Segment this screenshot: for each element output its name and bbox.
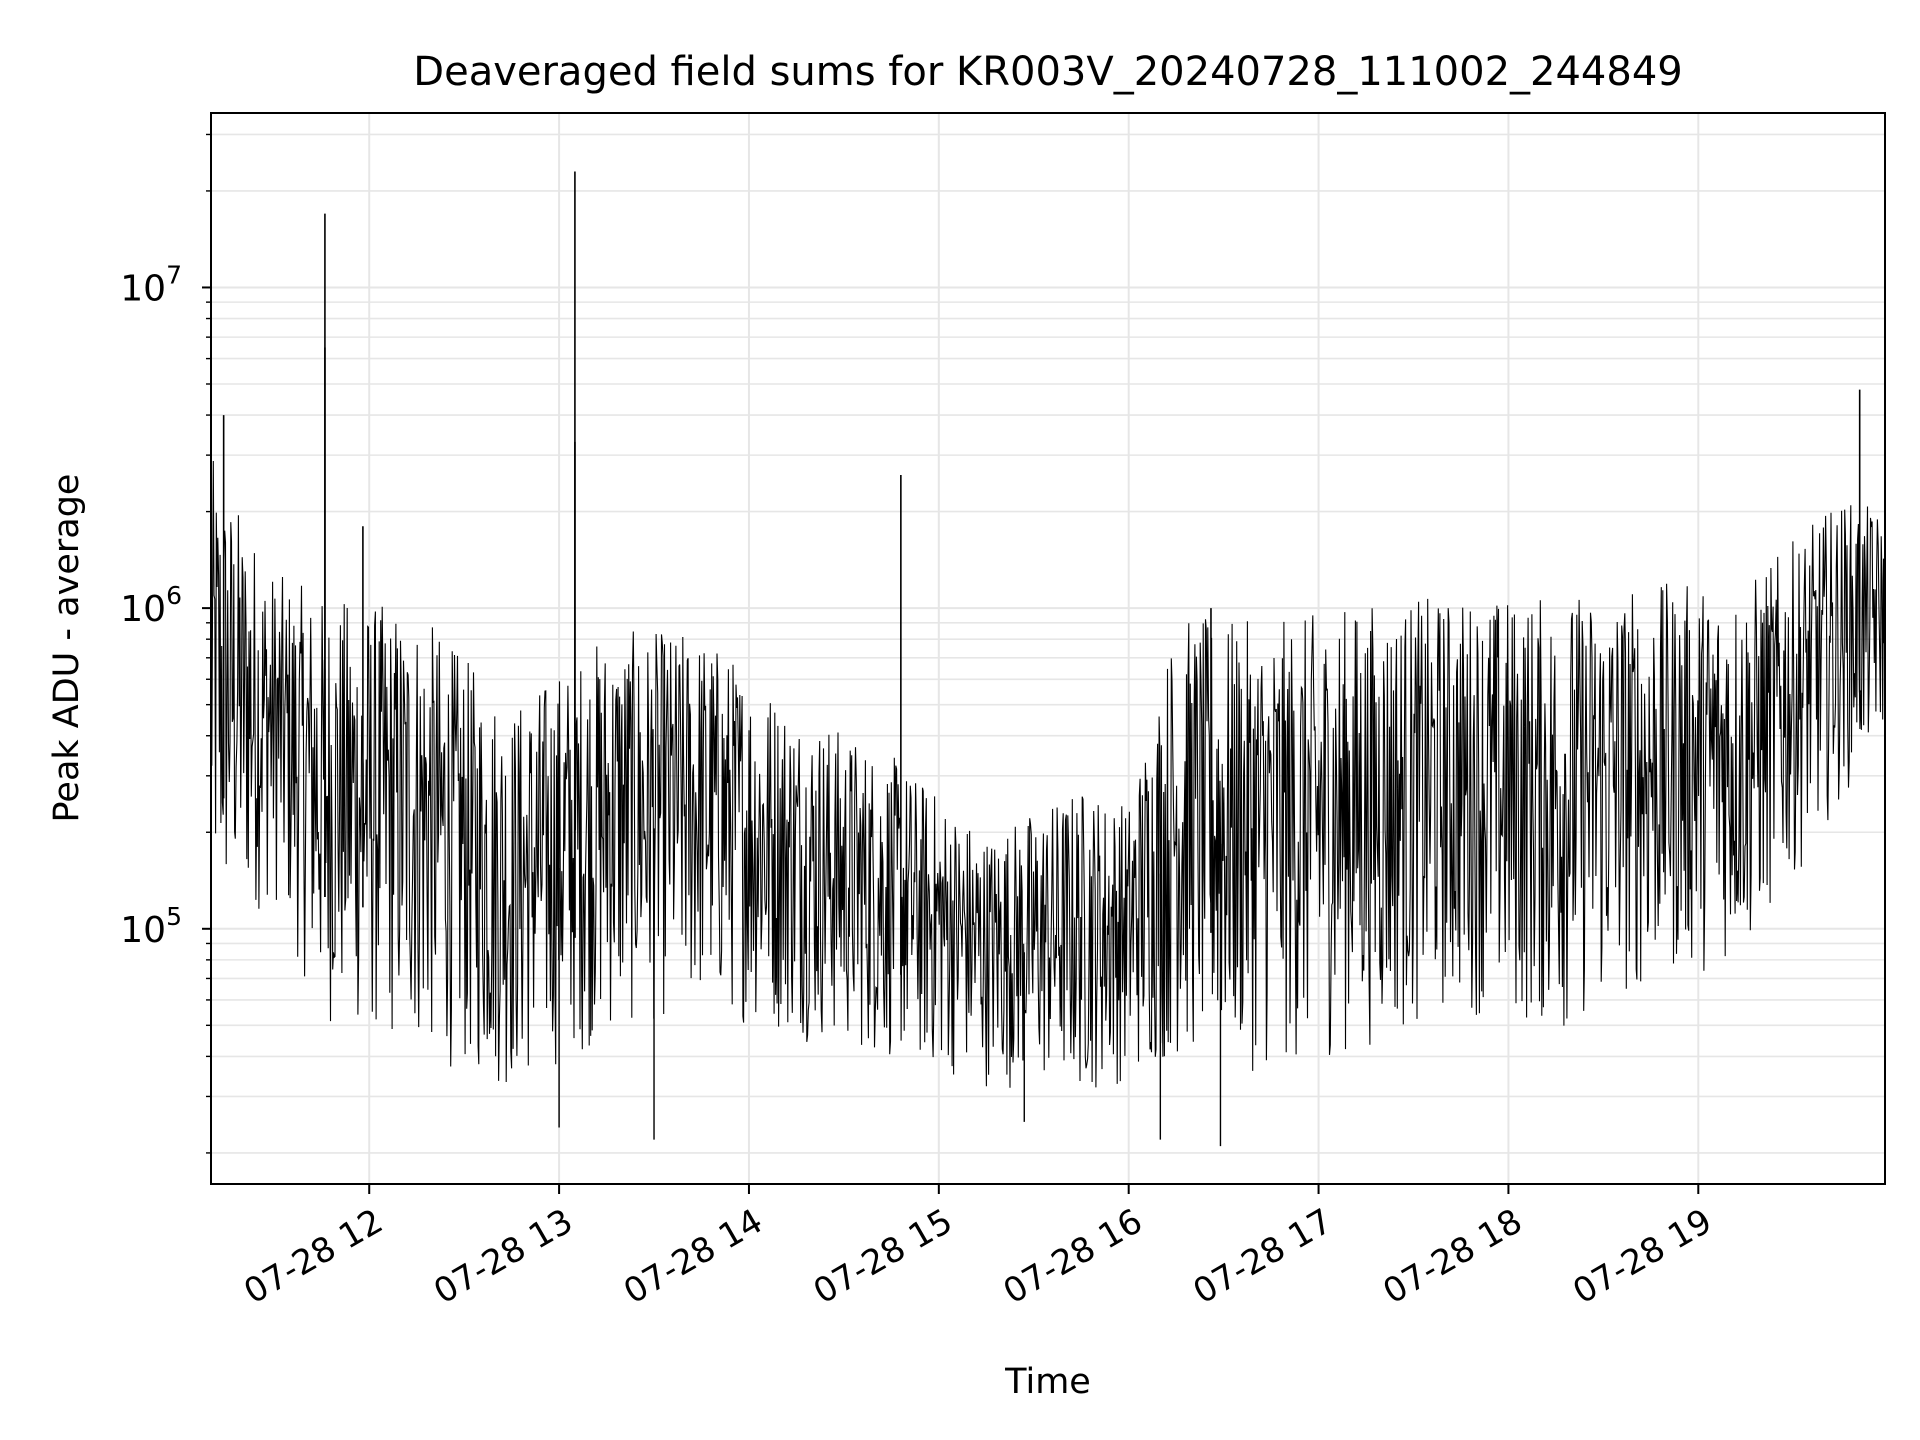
series-line: [210, 460, 1886, 1088]
y-tick-label-exponent: 5: [166, 902, 182, 931]
x-tick-label: 07-28 16: [997, 1201, 1149, 1312]
x-tick-label: 07-28 15: [807, 1201, 959, 1312]
chart-title: Deaveraged field sums for KR003V_2024072…: [413, 49, 1682, 95]
x-tick-label: 07-28 13: [427, 1201, 579, 1312]
x-tick-label: 07-28 18: [1377, 1201, 1529, 1312]
plot-frame: [210, 112, 1886, 1185]
x-axis: 07-28 12 07-28 13 07-28 14 07-28 15 07-28 16…: [237, 1184, 1719, 1312]
y-tick-label-base: 10: [120, 910, 166, 951]
x-tick-label: 07-28 12: [237, 1201, 389, 1312]
data-series: [210, 171, 1886, 1147]
y-tick-label-base: 10: [120, 268, 166, 309]
y-axis-label: Peak ADU - average: [47, 474, 87, 823]
x-tick-label: 07-28 14: [617, 1201, 769, 1312]
x-axis-label: Time: [1004, 1362, 1091, 1402]
y-tick-label: 106: [120, 581, 182, 630]
x-tick-label: 07-28 19: [1566, 1201, 1718, 1312]
grid: [211, 113, 1885, 1184]
y-tick-label: 105: [120, 902, 182, 951]
y-tick-label-exponent: 6: [166, 581, 182, 610]
y-tick-label-base: 10: [120, 589, 166, 630]
y-tick-label-exponent: 7: [166, 260, 182, 289]
x-tick-label: 07-28 17: [1187, 1201, 1339, 1312]
y-tick-label: 107: [120, 260, 182, 309]
